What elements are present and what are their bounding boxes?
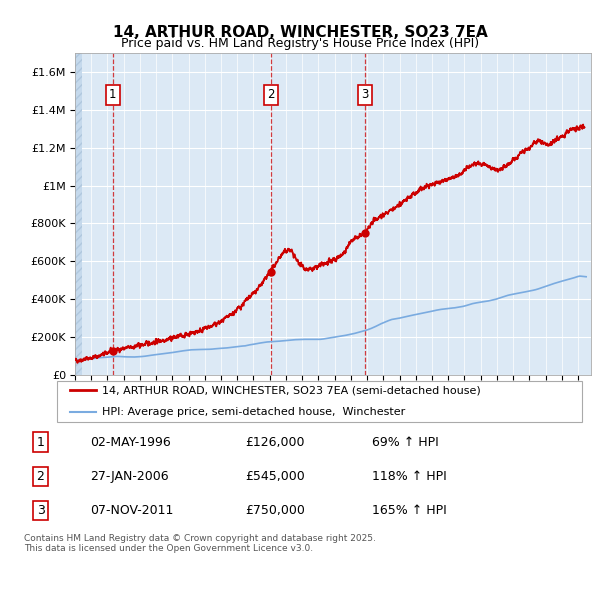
Text: 3: 3 <box>37 504 44 517</box>
Text: 1: 1 <box>37 435 44 448</box>
Text: 14, ARTHUR ROAD, WINCHESTER, SO23 7EA (semi-detached house): 14, ARTHUR ROAD, WINCHESTER, SO23 7EA (s… <box>101 385 481 395</box>
Text: 02-MAY-1996: 02-MAY-1996 <box>90 435 171 448</box>
Text: 118% ↑ HPI: 118% ↑ HPI <box>372 470 446 483</box>
Text: 2: 2 <box>267 88 275 101</box>
Text: 69% ↑ HPI: 69% ↑ HPI <box>372 435 439 448</box>
Text: 165% ↑ HPI: 165% ↑ HPI <box>372 504 446 517</box>
Text: Price paid vs. HM Land Registry's House Price Index (HPI): Price paid vs. HM Land Registry's House … <box>121 37 479 50</box>
Text: Contains HM Land Registry data © Crown copyright and database right 2025.
This d: Contains HM Land Registry data © Crown c… <box>24 534 376 553</box>
Text: 3: 3 <box>361 88 368 101</box>
Text: 14, ARTHUR ROAD, WINCHESTER, SO23 7EA: 14, ARTHUR ROAD, WINCHESTER, SO23 7EA <box>113 25 487 40</box>
FancyBboxPatch shape <box>57 381 582 422</box>
Text: 1: 1 <box>109 88 116 101</box>
Text: £545,000: £545,000 <box>245 470 305 483</box>
Text: £126,000: £126,000 <box>245 435 304 448</box>
Text: 2: 2 <box>37 470 44 483</box>
Bar <box>75 53 82 375</box>
Text: £750,000: £750,000 <box>245 504 305 517</box>
Text: 27-JAN-2006: 27-JAN-2006 <box>90 470 169 483</box>
Text: 07-NOV-2011: 07-NOV-2011 <box>90 504 173 517</box>
Text: HPI: Average price, semi-detached house,  Winchester: HPI: Average price, semi-detached house,… <box>101 407 405 417</box>
